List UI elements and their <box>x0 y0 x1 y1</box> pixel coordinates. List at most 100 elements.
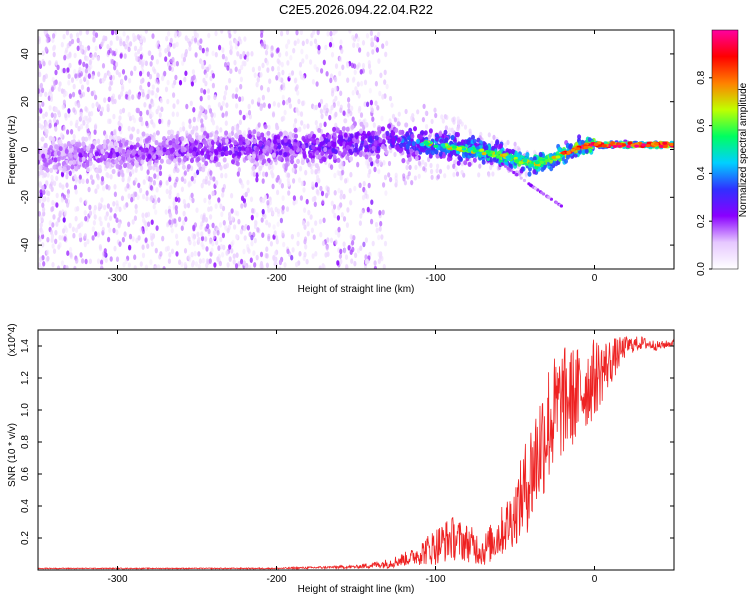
heatmap-cell <box>344 254 349 260</box>
heatmap-cell <box>391 131 395 137</box>
heatmap-cell <box>240 145 245 151</box>
heatmap-cell <box>411 141 416 147</box>
heatmap-cell <box>70 129 74 135</box>
heatmap-cell <box>78 232 82 239</box>
heatmap-cell <box>170 148 175 154</box>
heatmap-cell <box>88 111 92 117</box>
heatmap-cell <box>330 51 335 58</box>
heatmap-cell <box>242 50 246 57</box>
heatmap-cell <box>329 73 334 79</box>
heatmap-cell <box>239 83 243 90</box>
heatmap-cell <box>50 112 54 118</box>
heatmap-cell <box>294 133 298 139</box>
heatmap-cell <box>451 130 455 136</box>
heatmap-cell <box>178 259 182 266</box>
heatmap-cell <box>204 109 208 115</box>
heatmap-cell <box>139 37 143 44</box>
heatmap-cell <box>150 195 154 201</box>
heatmap-cell <box>209 238 213 245</box>
heatmap-cell <box>150 119 154 125</box>
heatmap-cell <box>372 122 376 128</box>
heatmap-cell <box>42 261 46 267</box>
heatmap-cell <box>356 36 360 42</box>
heatmap-cell <box>361 194 366 201</box>
heatmap-cell <box>233 30 237 34</box>
heatmap-cell <box>514 159 519 163</box>
heatmap-cell <box>228 33 232 39</box>
heatmap-cell <box>328 114 332 121</box>
heatmap-cell <box>86 79 90 86</box>
heatmap-cell <box>46 236 50 243</box>
heatmap-cell <box>104 215 108 221</box>
heatmap-cell <box>401 158 406 164</box>
heatmap-cell <box>76 32 80 38</box>
heatmap-cell <box>568 144 573 150</box>
heatmap-cell <box>124 141 129 147</box>
heatmap-cell <box>312 133 317 139</box>
heatmap-cell <box>355 138 360 145</box>
heatmap-cell <box>108 215 113 221</box>
heatmap-cell <box>133 45 138 52</box>
heatmap-cell <box>54 126 58 132</box>
heatmap-cell <box>187 180 191 187</box>
heatmap-cell <box>74 206 78 213</box>
heatmap-cell <box>283 137 288 143</box>
heatmap-cell <box>391 136 396 142</box>
heatmap-cell <box>168 189 172 196</box>
heatmap-cell <box>127 176 131 182</box>
heatmap-cell <box>380 115 384 122</box>
heatmap-cell <box>356 247 361 254</box>
heatmap-cell <box>62 33 66 40</box>
heatmap-cell <box>220 211 224 218</box>
heatmap-cell <box>323 147 328 153</box>
heatmap-cell <box>310 158 315 164</box>
heatmap-cell <box>240 195 245 202</box>
heatmap-cell <box>438 168 443 174</box>
heatmap-cell <box>240 203 244 209</box>
heatmap-cell <box>68 40 72 47</box>
heatmap-cell <box>85 159 90 166</box>
heatmap-cell <box>339 194 343 200</box>
heatmap-cell <box>226 262 230 268</box>
heatmap-cell <box>198 258 202 265</box>
heatmap-cell <box>131 236 135 242</box>
heatmap-cell <box>164 246 168 252</box>
heatmap-cell <box>180 136 185 142</box>
heatmap-cell <box>208 258 212 264</box>
heatmap-cell <box>164 48 168 54</box>
heatmap-cell <box>343 247 347 254</box>
heatmap-cell <box>69 33 73 39</box>
heatmap-cell <box>357 93 361 99</box>
heatmap-cell <box>125 152 130 158</box>
heatmap-cell <box>144 237 148 243</box>
heatmap-cell <box>64 148 69 154</box>
heatmap-cell <box>176 192 180 199</box>
heatmap-cell <box>388 95 393 102</box>
heatmap-cell <box>504 164 508 168</box>
heatmap-cell <box>342 110 346 116</box>
heatmap-cell <box>473 149 478 153</box>
heatmap-cell <box>144 30 148 34</box>
heatmap-cell <box>99 220 103 227</box>
heatmap-cell <box>38 181 43 187</box>
heatmap-cell <box>155 174 159 180</box>
heatmap-cell <box>109 256 113 262</box>
heatmap-cell <box>384 190 388 196</box>
heatmap-cell <box>136 128 140 135</box>
heatmap-cell <box>206 66 210 73</box>
heatmap-cell <box>353 36 357 42</box>
heatmap-cell <box>452 149 457 155</box>
heatmap-cell <box>374 221 379 228</box>
heatmap-cell <box>368 168 372 175</box>
heatmap-cell <box>104 35 108 42</box>
heatmap-cell <box>331 42 335 49</box>
heatmap-cell <box>203 197 207 204</box>
heatmap-cell <box>214 203 218 209</box>
heatmap-cell <box>159 158 164 164</box>
heatmap-cell <box>211 50 215 57</box>
heatmap-cell <box>326 237 330 243</box>
snr-ytick-label: 1.4 <box>20 339 31 353</box>
heatmap-cell <box>351 240 355 246</box>
heatmap-cell <box>266 130 271 136</box>
heatmap-cell <box>115 69 119 76</box>
